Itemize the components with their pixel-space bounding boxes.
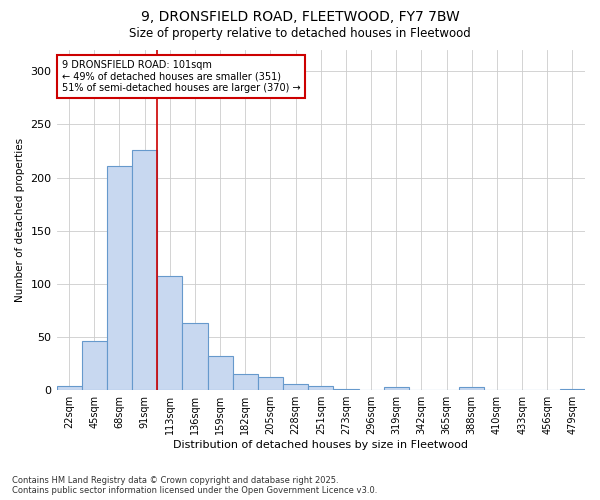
Text: Contains HM Land Registry data © Crown copyright and database right 2025.
Contai: Contains HM Land Registry data © Crown c… <box>12 476 377 495</box>
Bar <box>283 384 308 390</box>
X-axis label: Distribution of detached houses by size in Fleetwood: Distribution of detached houses by size … <box>173 440 468 450</box>
Bar <box>233 374 258 390</box>
Bar <box>82 342 107 390</box>
Text: 9, DRONSFIELD ROAD, FLEETWOOD, FY7 7BW: 9, DRONSFIELD ROAD, FLEETWOOD, FY7 7BW <box>140 10 460 24</box>
Bar <box>308 386 334 390</box>
Bar <box>56 386 82 390</box>
Bar <box>182 323 208 390</box>
Text: 9 DRONSFIELD ROAD: 101sqm
← 49% of detached houses are smaller (351)
51% of semi: 9 DRONSFIELD ROAD: 101sqm ← 49% of detac… <box>62 60 301 94</box>
Bar <box>459 387 484 390</box>
Text: Size of property relative to detached houses in Fleetwood: Size of property relative to detached ho… <box>129 28 471 40</box>
Bar <box>258 378 283 390</box>
Bar <box>208 356 233 390</box>
Bar <box>107 166 132 390</box>
Y-axis label: Number of detached properties: Number of detached properties <box>15 138 25 302</box>
Bar <box>132 150 157 390</box>
Bar <box>383 387 409 390</box>
Bar <box>560 389 585 390</box>
Bar <box>157 276 182 390</box>
Bar <box>334 389 359 390</box>
